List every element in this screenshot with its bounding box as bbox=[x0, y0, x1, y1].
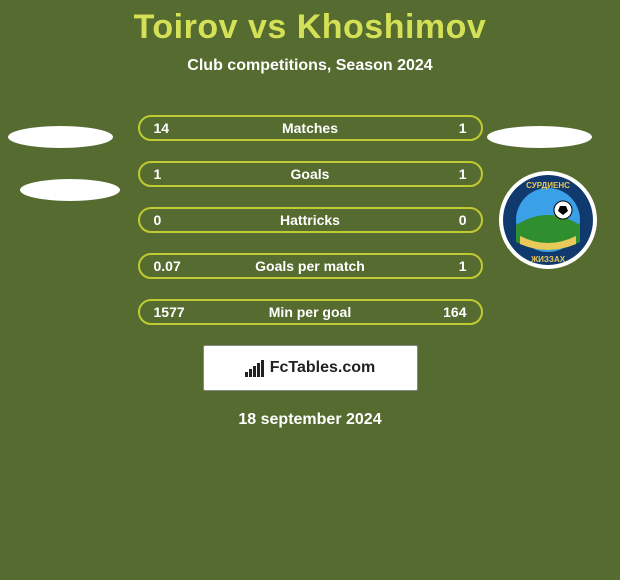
stat-label: Matches bbox=[140, 120, 481, 136]
stat-row-matches: 14 Matches 1 bbox=[138, 115, 483, 141]
stat-row-mpg: 1577 Min per goal 164 bbox=[138, 299, 483, 325]
stats-table: 14 Matches 1 1 Goals 1 0 Hattricks 0 0.0… bbox=[138, 115, 483, 325]
stat-label: Goals bbox=[140, 166, 481, 182]
left-ellipse-1 bbox=[8, 126, 113, 148]
stat-row-hattricks: 0 Hattricks 0 bbox=[138, 207, 483, 233]
brand-box[interactable]: FcTables.com bbox=[203, 345, 418, 391]
svg-text:СУРДИЕНС: СУРДИЕНС bbox=[526, 181, 570, 190]
stat-row-gpm: 0.07 Goals per match 1 bbox=[138, 253, 483, 279]
brand-text: FcTables.com bbox=[270, 359, 376, 377]
right-ellipse-1 bbox=[487, 126, 592, 148]
page-subtitle: Club competitions, Season 2024 bbox=[0, 57, 620, 75]
footer-date: 18 september 2024 bbox=[0, 411, 620, 429]
chart-bars-icon bbox=[245, 359, 264, 377]
stat-row-goals: 1 Goals 1 bbox=[138, 161, 483, 187]
page-title: Toirov vs Khoshimov bbox=[0, 0, 620, 47]
stat-label: Goals per match bbox=[140, 258, 481, 274]
stat-label: Min per goal bbox=[140, 304, 481, 320]
stat-label: Hattricks bbox=[140, 212, 481, 228]
club-badge: СУРДИЕНС ЖИЗЗАХ bbox=[498, 170, 598, 270]
left-ellipse-2 bbox=[20, 179, 120, 201]
svg-text:ЖИЗЗАХ: ЖИЗЗАХ bbox=[530, 255, 566, 264]
